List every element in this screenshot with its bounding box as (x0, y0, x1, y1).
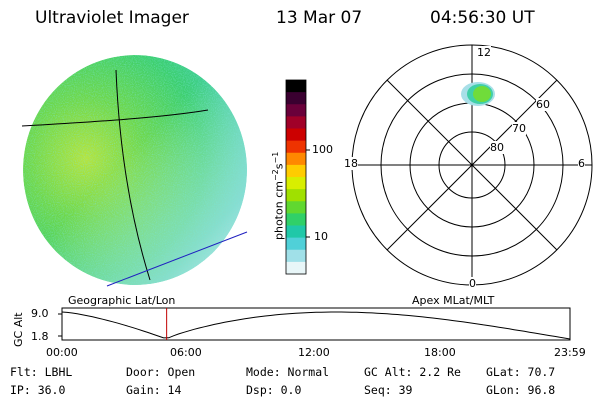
lat-label-60: 60 (536, 98, 550, 111)
ip-status: IP: 36.0 (10, 383, 66, 397)
colorbar-band (286, 128, 306, 142)
timeline-ylabel: GC Alt (12, 312, 25, 347)
terminator-line (106, 231, 248, 287)
latitude-line (21, 109, 209, 127)
auroral-spot (461, 82, 495, 106)
timeline-xtick-4: 23:59 (554, 346, 586, 359)
gcalt-status: GC Alt: 2.2 Re (364, 365, 461, 379)
filter-status: Flt: LBHL (10, 365, 73, 379)
seq-status: Seq: 39 (364, 383, 413, 397)
colorbar-band (286, 92, 306, 105)
dsp-status: Dsp: 0.0 (246, 383, 302, 397)
colorbar-band (286, 249, 306, 263)
instrument-title: Ultraviolet Imager (35, 8, 189, 28)
timeline-xtick-2: 12:00 (298, 346, 330, 359)
timeline-xtick-3: 18:00 (424, 346, 456, 359)
timeline-xtick-1: 06:00 (170, 346, 202, 359)
colorbar-band (286, 189, 306, 202)
left-panel-caption: Geographic Lat/Lon (68, 294, 176, 307)
colorbar-tick-10: 10 (314, 230, 328, 243)
glon-status: GLon: 96.8 (486, 383, 556, 397)
colorbar-band (286, 237, 306, 251)
mlt-label-12: 12 (477, 46, 491, 59)
right-panel-caption: Apex MLat/MLT (412, 294, 495, 307)
mlt-label-0: 0 (469, 277, 476, 290)
mode-status: Mode: Normal (246, 365, 330, 379)
colorbar-band (286, 225, 306, 239)
mlt-label-6: 6 (578, 157, 585, 170)
timeline-xtick-0: 00:00 (46, 346, 78, 359)
time-label: 04:56:30 UT (430, 8, 535, 28)
colorbar-band (286, 201, 306, 214)
colorbar-band (286, 104, 306, 117)
colorbar-band (286, 152, 306, 166)
colorbar-band (286, 261, 306, 275)
colorbar-tick-100: 100 (312, 143, 333, 156)
lat-label-80: 80 (490, 141, 504, 154)
orbit-altitude-curve (61, 311, 571, 340)
timeline-ytick-1-8: 1.8 (31, 330, 49, 343)
gain-status: Gain: 14 (126, 383, 182, 397)
colorbar-band (286, 140, 306, 154)
colorbar-band (286, 213, 306, 227)
colorbar-band (286, 177, 306, 190)
glat-status: GLat: 70.7 (486, 365, 556, 379)
colorbar-band (286, 80, 306, 93)
colorbar-band (286, 164, 306, 178)
timeline-ytick-9: 9.0 (31, 307, 49, 320)
date-label: 13 Mar 07 (276, 8, 363, 28)
colorbar-band (286, 116, 306, 130)
lat-label-70: 70 (512, 122, 526, 135)
mlt-label-18: 18 (344, 157, 358, 170)
door-status: Door: Open (126, 365, 196, 379)
longitude-line (115, 69, 151, 281)
